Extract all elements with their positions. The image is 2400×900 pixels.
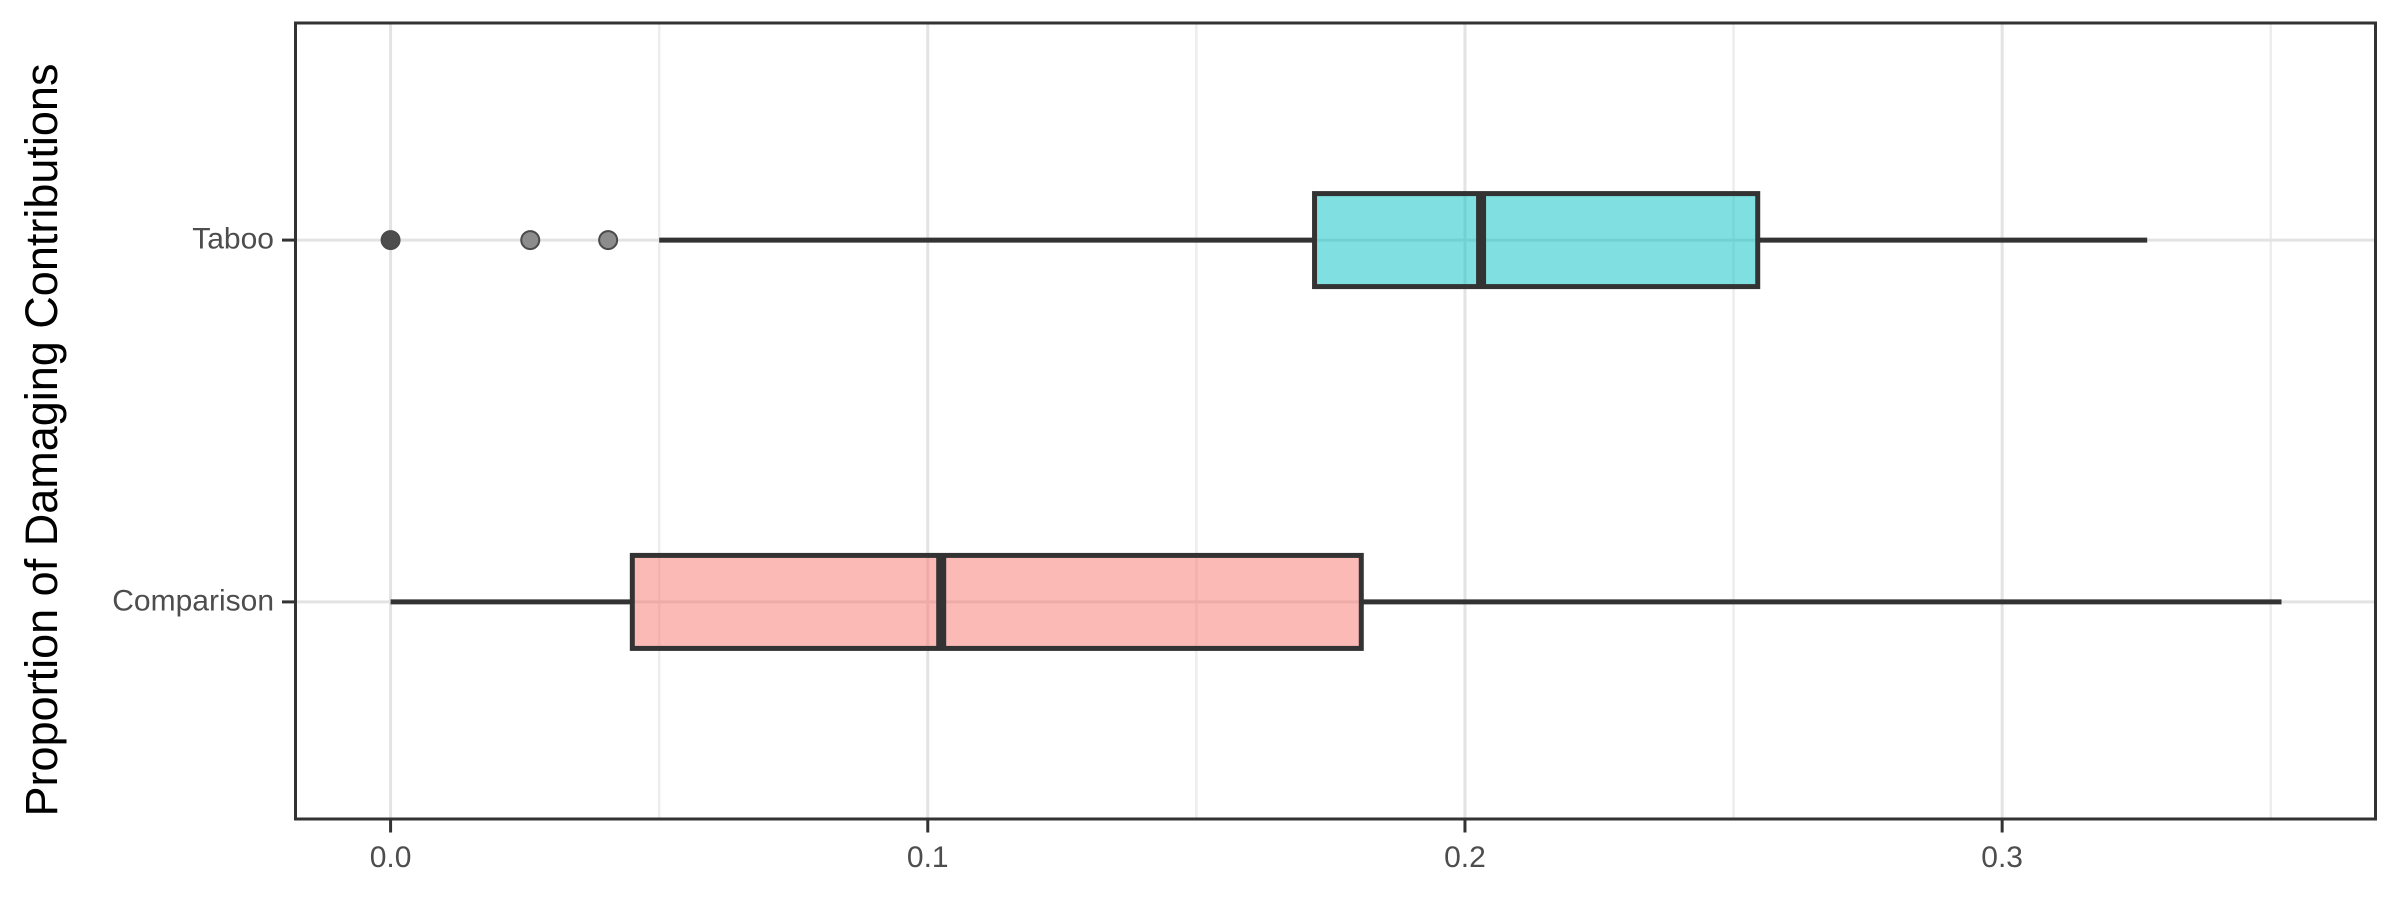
panel-border (294, 21, 2377, 821)
x-tick-label-0.1: 0.1 (906, 841, 949, 874)
x-tick-label-0.3: 0.3 (1981, 841, 2023, 874)
box-comparison (629, 552, 1364, 651)
x-tick-label-0.2: 0.2 (1444, 841, 1486, 874)
y-axis-title: Proportion of Damaging Contributions (16, 63, 67, 817)
box-taboo (1312, 191, 1761, 290)
outlier-point-taboo-1 (520, 230, 541, 251)
x-tick-label-0.0: 0.0 (369, 841, 412, 874)
outlier-point-taboo-2 (598, 230, 619, 251)
outlier-point-taboo-0 (380, 230, 401, 251)
y-tick-label-comparison: Comparison (112, 584, 274, 618)
y-tick-label-taboo: Taboo (192, 222, 274, 256)
